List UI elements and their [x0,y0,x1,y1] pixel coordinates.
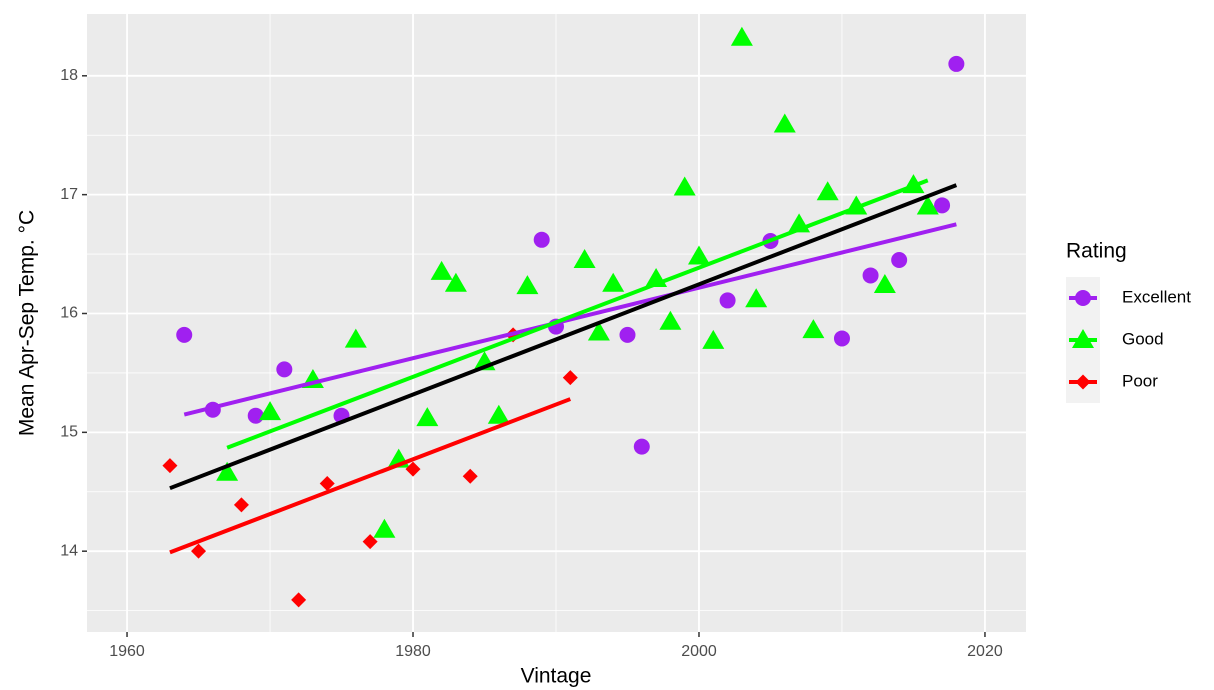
point [659,310,682,330]
point [533,231,550,248]
x-tick-label: 2000 [681,643,717,660]
point [430,260,453,280]
point [487,404,510,424]
point [833,330,850,347]
point [934,197,951,214]
point [416,407,439,427]
point [602,272,625,292]
y-tick-label: 15 [60,424,78,441]
point [916,195,939,215]
legend-key-marker [1075,290,1091,306]
point [291,592,307,608]
legend-label: Excellent [1122,287,1191,306]
point [162,458,178,474]
legend-label: Good [1122,329,1164,348]
legend-key-marker [1075,374,1091,390]
point [802,319,825,339]
point [573,249,596,269]
fit-line [183,222,957,417]
y-axis-title: Mean Apr-Sep Temp. °C [16,210,39,436]
point [259,401,282,421]
point [702,329,725,349]
x-tick-label: 1980 [395,643,431,660]
point [405,461,421,477]
fit-line [226,178,929,450]
point [673,176,696,196]
point [373,518,396,538]
point [216,461,239,481]
point [873,273,896,293]
point [745,288,768,308]
point [862,267,879,284]
y-tick-label: 17 [60,186,78,203]
point [233,497,249,513]
point [891,252,908,269]
y-tick-label: 14 [60,542,78,559]
point [444,272,467,292]
point [719,292,736,309]
point [619,326,636,343]
point [276,361,293,378]
point [516,275,539,295]
point [730,26,753,46]
x-axis-title: Vintage [521,665,592,688]
legend-label: Poor [1122,371,1158,390]
point [344,328,367,348]
point [687,245,710,265]
point [176,326,193,343]
point [247,407,264,424]
point [816,181,839,201]
point [587,321,610,341]
y-tick-label: 18 [60,67,78,84]
point [948,55,965,72]
fit-line [169,397,572,555]
point [562,370,578,386]
point [362,534,378,550]
y-tick-label: 16 [60,305,78,322]
x-tick-label: 2020 [967,643,1003,660]
point [462,468,478,484]
legend-key-marker [1072,329,1094,348]
fit-line [169,183,958,491]
point [633,438,650,455]
point [319,475,335,491]
legend-title: Rating [1066,240,1127,263]
x-tick-label: 1960 [109,643,145,660]
point [191,543,207,559]
point [773,113,796,133]
